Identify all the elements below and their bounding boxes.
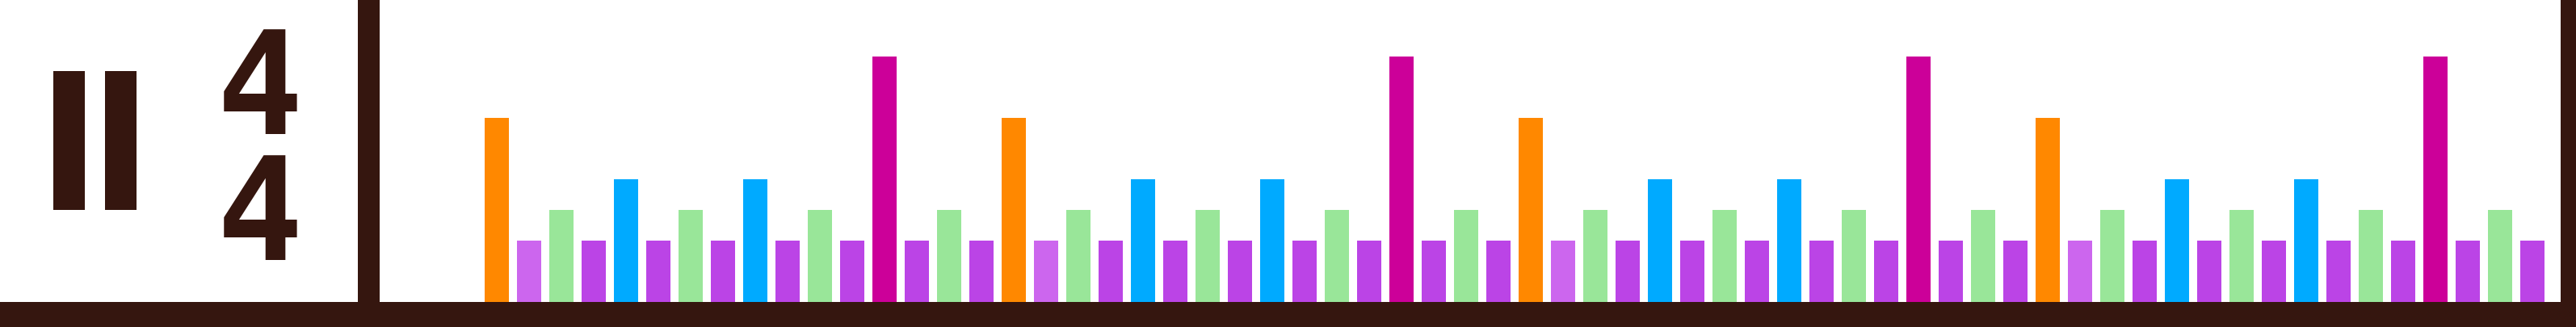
step-bar-green[interactable] <box>1066 210 1090 302</box>
step-bar-purple[interactable] <box>1357 241 1381 302</box>
bottom-border <box>0 302 2576 327</box>
repeat-sign-icon <box>53 71 137 210</box>
step-bar-green[interactable] <box>1971 210 1995 302</box>
step-bar-purple[interactable] <box>1228 241 1252 302</box>
step-bar-green[interactable] <box>2229 210 2254 302</box>
step-bar-purple[interactable] <box>582 241 606 302</box>
step-bar-purple[interactable] <box>2456 241 2480 302</box>
step-bar-purple[interactable] <box>2326 241 2351 302</box>
step-bar-purple[interactable] <box>1874 241 1898 302</box>
step-bar-orange[interactable] <box>2036 118 2060 302</box>
step-bar-cyan[interactable] <box>2294 179 2318 302</box>
step-bar-magenta[interactable] <box>2423 57 2448 302</box>
step-bar-purple[interactable] <box>2520 241 2544 302</box>
step-bar-purple[interactable] <box>2391 241 2415 302</box>
divider-line <box>358 0 380 307</box>
step-bar-purple[interactable] <box>1163 241 1187 302</box>
step-bar-purple[interactable] <box>1809 241 1834 302</box>
step-bar-magenta[interactable] <box>1389 57 1414 302</box>
step-bar-purple[interactable] <box>1422 241 1446 302</box>
step-bar-magenta[interactable] <box>1906 57 1931 302</box>
step-bar-green[interactable] <box>937 210 961 302</box>
step-bar-light-purple[interactable] <box>1551 241 1575 302</box>
step-bar-purple[interactable] <box>1680 241 1704 302</box>
step-bar-cyan[interactable] <box>1648 179 1672 302</box>
step-bar-purple[interactable] <box>2262 241 2286 302</box>
step-bar-green[interactable] <box>2359 210 2383 302</box>
step-bar-green[interactable] <box>549 210 574 302</box>
step-bar-purple[interactable] <box>840 241 864 302</box>
step-bar-cyan[interactable] <box>2165 179 2189 302</box>
step-bar-purple[interactable] <box>969 241 994 302</box>
step-bar-purple[interactable] <box>711 241 735 302</box>
step-bar-green[interactable] <box>1325 210 1349 302</box>
step-bar-light-purple[interactable] <box>517 241 541 302</box>
step-bar-green[interactable] <box>2100 210 2124 302</box>
step-bar-green[interactable] <box>2488 210 2512 302</box>
step-bar-purple[interactable] <box>775 241 800 302</box>
step-bar-light-purple[interactable] <box>2068 241 2092 302</box>
time-signature-numerator: 4 <box>216 1 303 168</box>
step-bar-cyan[interactable] <box>1777 179 1801 302</box>
right-border <box>2561 0 2576 307</box>
step-bar-purple[interactable] <box>1486 241 1511 302</box>
step-bar-purple[interactable] <box>2133 241 2157 302</box>
step-bar-green[interactable] <box>1842 210 1866 302</box>
step-bar-cyan[interactable] <box>743 179 767 302</box>
step-bar-green[interactable] <box>1583 210 1607 302</box>
step-bar-purple[interactable] <box>1099 241 1123 302</box>
step-bar-purple[interactable] <box>905 241 929 302</box>
step-bar-magenta[interactable] <box>872 57 897 302</box>
time-signature-denominator: 4 <box>216 127 303 294</box>
step-bar-green[interactable] <box>1712 210 1737 302</box>
step-bar-cyan[interactable] <box>614 179 638 302</box>
step-bar-green[interactable] <box>1196 210 1220 302</box>
step-bar-cyan[interactable] <box>1131 179 1155 302</box>
step-bar-green[interactable] <box>808 210 832 302</box>
step-bar-purple[interactable] <box>2003 241 2028 302</box>
step-bar-purple[interactable] <box>646 241 670 302</box>
step-bar-purple[interactable] <box>1745 241 1769 302</box>
step-bar-light-purple[interactable] <box>1034 241 1058 302</box>
step-bar-green[interactable] <box>679 210 703 302</box>
step-bar-orange[interactable] <box>1002 118 1026 302</box>
step-bar-orange[interactable] <box>485 118 509 302</box>
step-bar-purple[interactable] <box>1292 241 1317 302</box>
step-bar-cyan[interactable] <box>1260 179 1284 302</box>
step-bar-purple[interactable] <box>1939 241 1963 302</box>
step-bars <box>485 57 2544 302</box>
step-bar-green[interactable] <box>1454 210 1478 302</box>
step-bar-orange[interactable] <box>1519 118 1543 302</box>
step-bar-purple[interactable] <box>2197 241 2221 302</box>
step-bar-purple[interactable] <box>1616 241 1640 302</box>
time-signature: 4 4 <box>216 1 303 294</box>
